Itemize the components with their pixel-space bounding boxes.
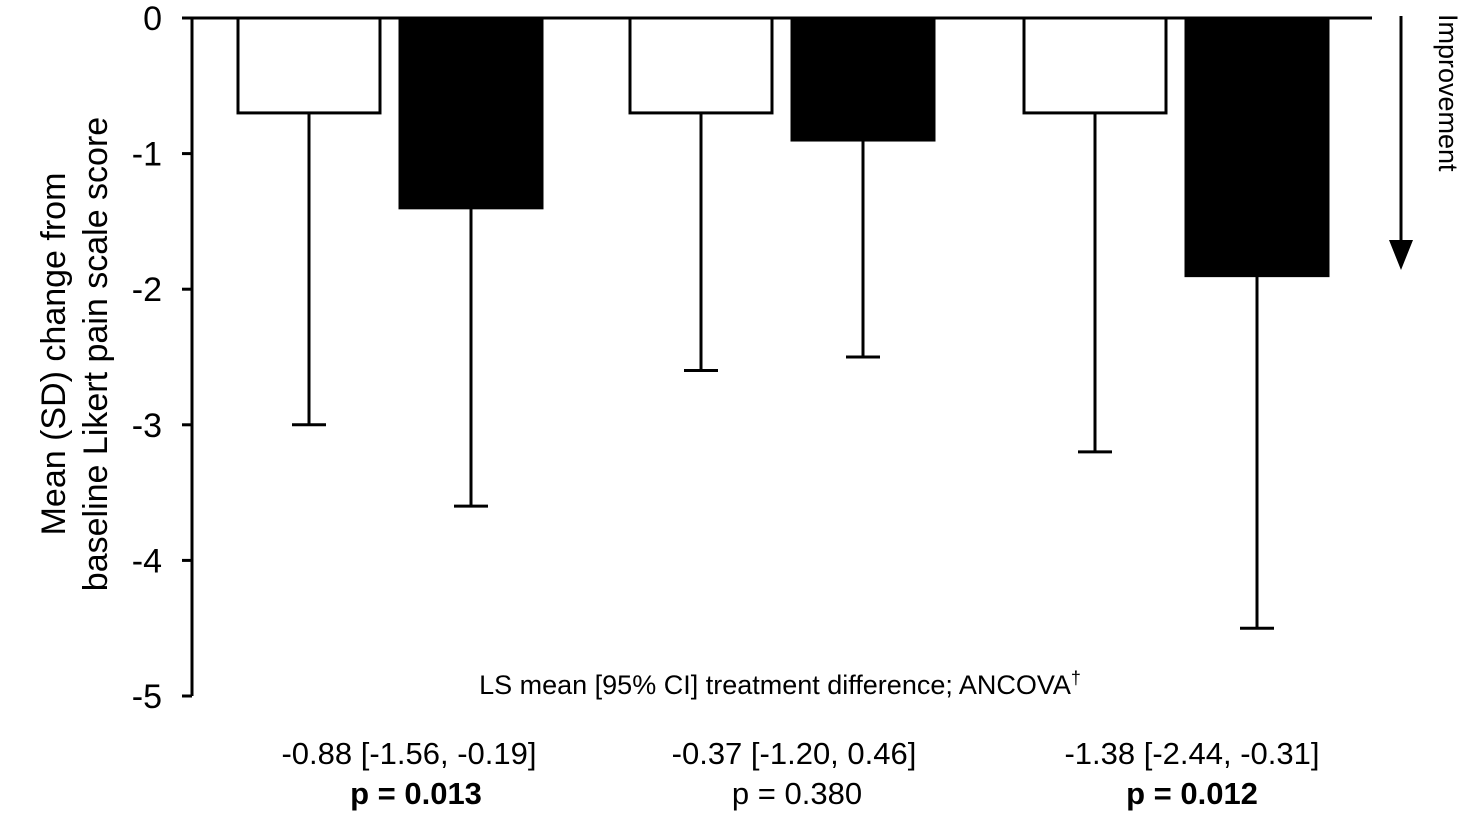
group3-difference: -1.38 [-2.44, -0.31] (1064, 736, 1320, 771)
bar-group2-white (628, 16, 774, 115)
group3-p-value: p = 0.012 (1126, 776, 1258, 811)
difference-title-mark: † (1070, 668, 1081, 688)
improvement-label: Improvement (1433, 14, 1463, 172)
bar-group1-black (398, 16, 544, 210)
y-axis-label-line1: Mean (SD) change from (35, 172, 73, 536)
bar-group2-black (790, 16, 936, 142)
axes-layer (182, 16, 1372, 698)
difference-title-text: LS mean [95% CI] treatment difference; A… (479, 670, 1071, 700)
error-bars-layer (292, 112, 1274, 630)
y-axis-label: Mean (SD) change from baseline Likert pa… (33, 54, 117, 654)
y-tick-label: -2 (132, 271, 162, 309)
y-tick-label: -3 (132, 407, 162, 445)
group1-p-value: p = 0.013 (350, 776, 482, 811)
improvement-arrow-head (1389, 240, 1413, 270)
bars-layer (236, 16, 1330, 278)
difference-title: LS mean [95% CI] treatment difference; A… (420, 668, 1140, 701)
improvement-arrow (1389, 16, 1413, 270)
group2-difference: -0.37 [-1.20, 0.46] (671, 736, 917, 771)
bar-group3-black (1184, 16, 1330, 278)
y-tick-labels: 0 -1 -2 -3 -4 -5 (132, 0, 162, 716)
y-tick-label: -1 (132, 136, 162, 174)
group1-difference: -0.88 [-1.56, -0.19] (281, 736, 537, 771)
y-tick-label: -4 (132, 542, 162, 580)
y-axis-label-line2: baseline Likert pain scale score (77, 116, 115, 592)
bar-group3-white (1022, 16, 1168, 115)
bar-group1-white (236, 16, 382, 115)
group2-p-value: p = 0.380 (731, 776, 863, 811)
y-tick-label: -5 (132, 678, 162, 716)
y-tick-label: 0 (143, 0, 162, 38)
